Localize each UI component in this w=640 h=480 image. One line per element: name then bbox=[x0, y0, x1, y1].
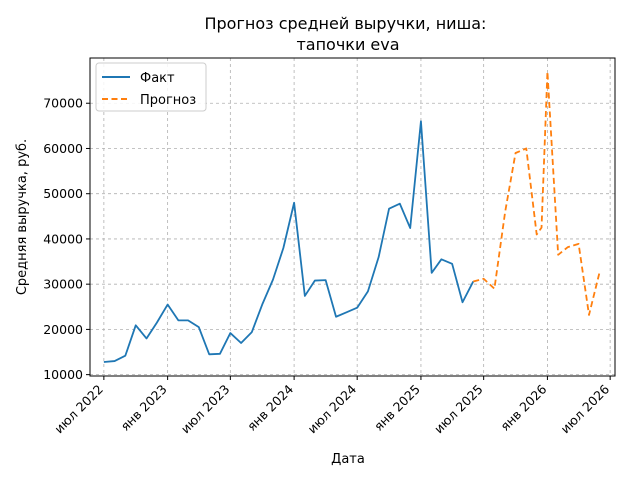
x-tick-label: июл 2022 bbox=[51, 382, 106, 437]
series-layer bbox=[103, 70, 601, 363]
x-tick-label: янв 2026 bbox=[497, 381, 549, 433]
grid bbox=[90, 58, 615, 376]
legend-label-fact: Факт bbox=[140, 71, 175, 86]
y-tick-label: 50000 bbox=[43, 186, 83, 201]
chart-title: Прогноз средней выручки, ниша: тапочки e… bbox=[204, 14, 491, 54]
plot-frame bbox=[89, 57, 616, 377]
legend: Факт Прогноз bbox=[95, 62, 207, 112]
x-tick-label: июл 2024 bbox=[305, 381, 360, 436]
y-tick-label: 40000 bbox=[43, 231, 83, 246]
x-tick-label: июл 2023 bbox=[178, 382, 233, 437]
series-line-forecast bbox=[473, 70, 601, 316]
series-line-fact bbox=[103, 120, 475, 363]
x-tick-label: июл 2025 bbox=[431, 382, 486, 437]
y-tick-label: 10000 bbox=[43, 367, 83, 382]
legend-label-forecast: Прогноз bbox=[140, 93, 196, 108]
y-tick-label: 20000 bbox=[43, 322, 83, 337]
x-tick-label: янв 2025 bbox=[371, 382, 423, 434]
y-axis-label: Средняя выручка, руб. bbox=[15, 139, 30, 295]
y-axis: 10000 20000 30000 40000 50000 60000 70000 bbox=[43, 96, 90, 382]
chart-title-line-1: Прогноз средней выручки, ниша: bbox=[204, 14, 486, 33]
x-tick-label: июл 2026 bbox=[558, 381, 613, 436]
x-tick-label: янв 2024 bbox=[244, 381, 296, 433]
x-axis-label: Дата bbox=[331, 452, 365, 467]
x-tick-label: янв 2023 bbox=[118, 382, 170, 434]
x-axis: июл 2022 янв 2023 июл 2023 янв 2024 июл 2024… bbox=[51, 376, 612, 436]
y-tick-label: 30000 bbox=[43, 277, 83, 292]
chart-title-line-2: тапочки eva bbox=[296, 35, 399, 54]
y-tick-label: 70000 bbox=[43, 96, 83, 111]
y-tick-label: 60000 bbox=[43, 141, 83, 156]
